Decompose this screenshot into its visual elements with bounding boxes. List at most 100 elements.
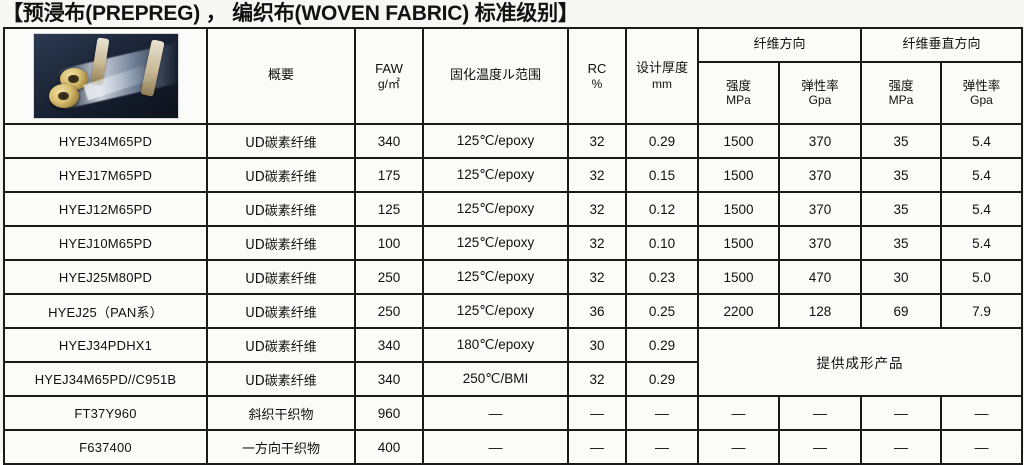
page-title: 【预浸布(PREPREG) ， 编织布(WOVEN FABRIC) 标准级别】 [0,0,1024,27]
cell-perp-strength: 69 [860,293,943,329]
cell-summary: UD碳素纤维 [206,327,356,363]
header-rc-label: RC [587,60,607,76]
cell-cure: 180℃/epoxy [422,327,569,363]
cell-rc: 32 [567,157,627,193]
header-rc: RC % [567,27,627,125]
cell-rc: 32 [567,361,627,397]
cell-faw: 340 [354,123,424,159]
cell-perp-modulus: — [940,395,1024,431]
cell-faw: 960 [354,395,424,431]
cell-thickness: — [625,429,699,465]
table-row: HYEJ17M65PD UD碳素纤维 175 125℃/epoxy 32 0.1… [3,157,1024,193]
cell-product-name: F637400 [3,429,208,465]
cell-thickness: 0.29 [625,361,699,397]
cell-faw: 100 [354,225,424,261]
cell-thickness: 0.12 [625,191,699,227]
cell-dir-modulus: 128 [777,293,863,329]
header-faw-label: FAW [375,60,403,76]
cell-product-name: HYEJ10M65PD [3,225,208,261]
cell-rc: 32 [567,191,627,227]
header-thickness-unit: mm [652,76,672,91]
table-row: HYEJ25（PAN系） UD碳素纤维 250 125℃/epoxy 36 0.… [3,293,1024,329]
cell-faw: 250 [354,259,424,295]
table-row: HYEJ34M65PD UD碳素纤维 340 125℃/epoxy 32 0.2… [3,123,1024,159]
cell-cure: 250℃/BMI [422,361,569,397]
cell-dir-strength: 1500 [697,157,780,193]
header-perp-strength-unit: MPa [888,93,914,108]
header-perp-strength: 强度 MPa [860,60,943,126]
header-rc-unit: % [591,76,603,91]
cell-rc: 32 [567,225,627,261]
cell-cure: 125℃/epoxy [422,123,569,159]
header-row-sub: 强度 MPa 弹性率 Gpa 强度 MPa 弹性率 Gpa [4,60,1024,126]
cell-perp-modulus: — [940,429,1024,465]
cell-summary: 一方向干织物 [206,429,356,465]
cell-product-name: HYEJ34M65PD [3,123,208,159]
specification-table: 概要 FAW g/㎡ 固化温度ル范围 RC % 设计厚度 mm 纤维方向 纤维垂… [3,27,1024,465]
cell-dir-modulus: 370 [777,191,863,227]
prepreg-photo [32,33,179,119]
cell-cure: 125℃/epoxy [422,225,569,261]
photo-roll-lower [48,84,79,108]
cell-dir-strength: 2200 [697,293,780,329]
header-dir-strength-label: 强度 [725,77,751,93]
cell-cure: — [422,395,569,431]
cell-dir-modulus: 370 [777,225,863,261]
cell-perp-strength: — [860,429,943,465]
header-perp-modulus-label: 弹性率 [962,77,1001,93]
header-dir-modulus-unit: Gpa [808,93,832,108]
cell-faw: 175 [354,157,424,193]
cell-perp-modulus: 5.0 [940,259,1024,295]
cell-cure: 125℃/epoxy [422,259,569,295]
header-dir-strength-unit: MPa [726,93,751,108]
cell-summary: 斜织干织物 [206,395,356,431]
table-row: FT37Y960 斜织干织物 960 — — — — — — — [3,395,1024,431]
cell-thickness: 0.29 [625,327,699,363]
cell-faw: 250 [354,293,424,329]
cell-dir-strength: 1500 [697,225,780,261]
cell-cure: 125℃/epoxy [422,157,569,193]
cell-summary: UD碳素纤维 [206,123,356,159]
table-row: HYEJ12M65PD UD碳素纤维 125 125℃/epoxy 32 0.1… [3,191,1024,227]
header-thickness: 设计厚度 mm [625,27,699,125]
cell-product-name: HYEJ25（PAN系） [3,293,208,329]
header-fiber-direction: 纤维方向 [696,27,863,63]
header-dir-modulus-label: 弹性率 [801,77,839,93]
cell-rc: 36 [567,293,627,329]
table-row: HYEJ34M65PD//C951B UD碳素纤维 340 250℃/BMI 3… [3,361,1022,397]
cell-dir-modulus: — [777,395,863,431]
cell-perp-modulus: 5.4 [940,157,1024,193]
cell-perp-modulus: 7.9 [940,293,1024,329]
cell-perp-strength: 30 [860,259,943,295]
cell-rc: 32 [567,259,627,295]
cell-summary: UD碳素纤维 [206,361,356,397]
header-perp-modulus: 弹性率 Gpa [940,60,1024,126]
header-fiber-perpendicular: 纤维垂直方向 [860,27,1024,63]
header-dir-modulus: 弹性率 Gpa [777,60,863,126]
cell-rc: — [567,429,627,465]
cell-dir-modulus: 470 [777,259,863,295]
cell-perp-strength: 35 [860,123,943,159]
cell-dir-modulus: 370 [777,123,863,159]
table-body: HYEJ34M65PD UD碳素纤维 340 125℃/epoxy 32 0.2… [3,123,1024,465]
cell-faw: 125 [354,191,424,227]
cell-dir-strength: 1500 [697,259,780,295]
cell-perp-strength: 35 [860,225,943,261]
header-faw-unit: g/㎡ [377,76,400,91]
cell-cure: 125℃/epoxy [422,191,569,227]
cell-summary: UD碳素纤维 [206,191,356,227]
cell-perp-strength: 35 [860,157,943,193]
cell-perp-modulus: 5.4 [940,123,1024,159]
cell-thickness: — [625,395,699,431]
cell-faw: 340 [354,361,424,397]
table-row: HYEJ25M80PD UD碳素纤维 250 125℃/epoxy 32 0.2… [3,259,1024,295]
header-dir-strength: 强度 MPa [697,60,780,126]
header-row-top: 概要 FAW g/㎡ 固化温度ル范围 RC % 设计厚度 mm 纤维方向 纤维垂… [3,27,1024,125]
cell-product-name: HYEJ12M65PD [3,191,208,227]
cell-product-name: HYEJ34M65PD//C951B [3,361,208,397]
table-row: HYEJ34PDHX1 UD碳素纤维 340 180℃/epoxy 30 0.2… [3,327,1024,397]
cell-cure: 125℃/epoxy [422,293,569,329]
cell-faw: 400 [354,429,424,465]
cell-product-name: FT37Y960 [3,395,208,431]
cell-product-name: HYEJ34PDHX1 [3,327,208,363]
